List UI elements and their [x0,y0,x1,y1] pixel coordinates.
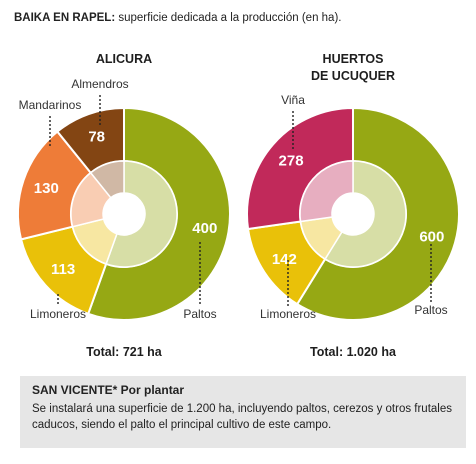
alicura-category-label-limoneros: Limoneros [30,307,86,321]
alicura-title: ALICURA [96,52,152,66]
huertos-de-ucuquer-total: Total: 1.020 ha [310,345,397,359]
donut-charts: 400 113 130 78 Paltos Limoneros Mandarinos Alme… [17,52,460,359]
huertos-de-ucuquer-category-label-limoneros: Limoneros [260,307,316,321]
alicura-value-paltos: 400 [192,220,217,237]
header-bold: BAIKA EN RAPEL: [14,12,116,24]
huertos-de-ucuquer-category-label-paltos: Paltos [414,303,447,317]
alicura-value-limoneros: 113 [51,261,75,278]
huertos-de-ucuquer-value-paltos: 600 [419,228,444,245]
alicura-value-mandarinos: 130 [34,180,59,197]
huertos-de-ucuquer-title-line-2: DE UCUQUER [311,69,395,83]
alicura-total: Total: 721 ha [86,345,163,359]
note-text: Se instalará una superficie de 1.200 ha,… [32,403,452,431]
alicura-category-label-mandarinos: Mandarinos [19,98,82,112]
alicura-category-label-almendros: Almendros [71,77,128,91]
huertos-de-ucuquer-center-hole [332,193,374,235]
alicura-value-almendros: 78 [88,129,105,146]
huertos-de-ucuquer-title-line-1: HUERTOS [323,52,384,66]
huertos-de-ucuquer-category-label-vina: Viña [281,93,305,107]
alicura-center-hole [103,193,145,235]
chart-header: BAIKA EN RAPEL: superficie dedicada a la… [14,12,341,24]
note-title: SAN VICENTE* Por plantar [32,383,185,397]
alicura-category-label-paltos: Paltos [183,307,216,321]
header-text: superficie dedicada a la producción (en … [115,12,342,24]
huertos-de-ucuquer-value-limoneros: 142 [272,251,297,268]
san-vicente-note: SAN VICENTE* Por plantar Se instalará un… [20,376,466,448]
huertos-de-ucuquer-value-vina: 278 [279,152,304,169]
